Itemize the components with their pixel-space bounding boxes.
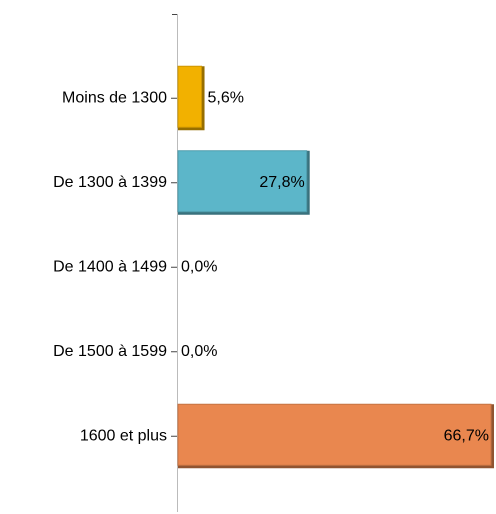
value-label: 66,7% [444, 427, 489, 444]
value-label: 0,0% [181, 258, 217, 275]
category-label: De 1500 à 1599 [53, 343, 167, 360]
value-label: 0,0% [181, 343, 217, 360]
category-label: De 1300 à 1399 [53, 174, 167, 191]
bar-face [177, 150, 308, 213]
category-label: 1600 et plus [80, 427, 167, 444]
category-label: Moins de 1300 [62, 89, 167, 106]
value-label: 5,6% [208, 89, 244, 106]
bar-face [177, 403, 492, 466]
bar-face [177, 65, 203, 128]
category-label: De 1400 à 1499 [53, 258, 167, 275]
value-label: 27,8% [259, 174, 304, 191]
